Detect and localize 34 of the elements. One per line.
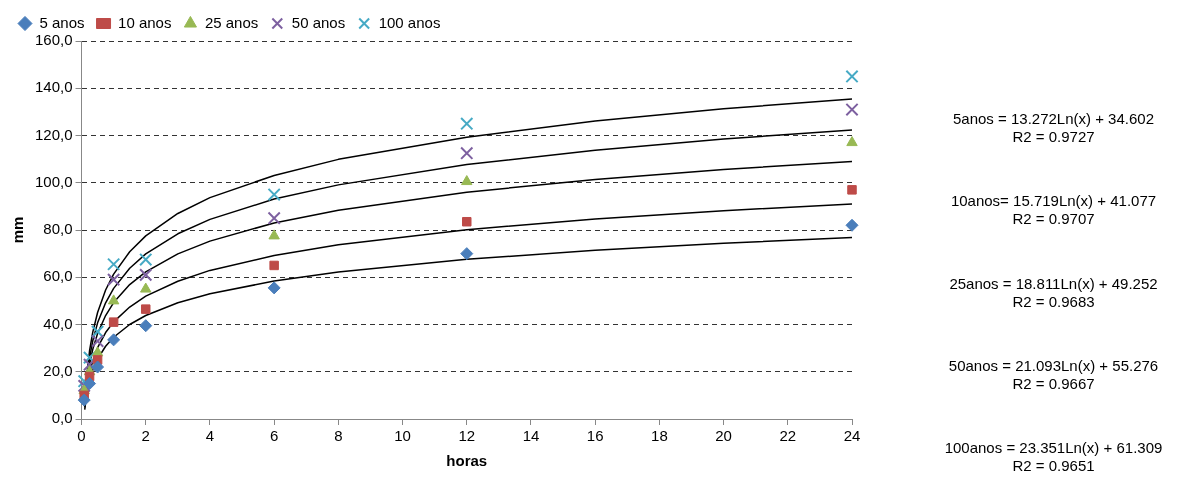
legend-label: 100 anos xyxy=(378,13,441,31)
x-tick-label: 0 xyxy=(77,427,86,445)
text: 100anos = 23.351Ln(x) + 61.309 R2 = 0.9651 xyxy=(943,439,1164,475)
x-tick-label: 24 xyxy=(843,427,861,445)
y-tick-label: 80,0 xyxy=(43,220,73,238)
y-tick-label: 160,0 xyxy=(34,31,73,49)
y-axis-title: mm xyxy=(9,216,27,244)
x-tick-label: 10 xyxy=(394,427,411,445)
x-tick-label: 16 xyxy=(586,427,604,445)
x-tick-label: 6 xyxy=(269,427,279,445)
y-tick-label: 40,0 xyxy=(43,314,73,332)
legend-label: 10 anos xyxy=(118,13,172,31)
y-tick-label: 0,0 xyxy=(51,409,73,427)
y-tick-label: 120,0 xyxy=(34,125,73,143)
x-axis-title: horas xyxy=(446,452,488,470)
text: 5anos = 13.272Ln(x) + 34.602 R2 = 0.9727 xyxy=(952,110,1155,146)
text: 25anos = 18.811Ln(x) + 49.252 R2 = 0.9683 xyxy=(948,274,1159,311)
text: 50anos = 21.093Ln(x) + 55.276 R2 = 0.9667 xyxy=(947,356,1160,393)
x-tick-label: 20 xyxy=(715,427,732,445)
legend-label: 5 anos xyxy=(39,13,85,31)
y-tick-label: 20,0 xyxy=(43,361,73,379)
text: 10anos= 15.719Ln(x) + 41.077 R2 = 0.9707 xyxy=(949,192,1158,229)
x-tick-label: 22 xyxy=(779,427,797,445)
y-tick-label: 60,0 xyxy=(43,267,73,285)
legend-label: 50 anos xyxy=(291,13,346,31)
y-tick-label: 100,0 xyxy=(34,172,73,190)
x-tick-label: 2 xyxy=(141,427,150,445)
x-tick-label: 12 xyxy=(458,427,476,445)
x-tick-label: 8 xyxy=(334,427,343,445)
x-tick-label: 14 xyxy=(522,427,540,445)
x-tick-label: 4 xyxy=(205,427,215,445)
x-tick-label: 18 xyxy=(651,427,668,445)
y-tick-label: 140,0 xyxy=(34,78,73,96)
legend-label: 25 anos xyxy=(204,13,259,31)
